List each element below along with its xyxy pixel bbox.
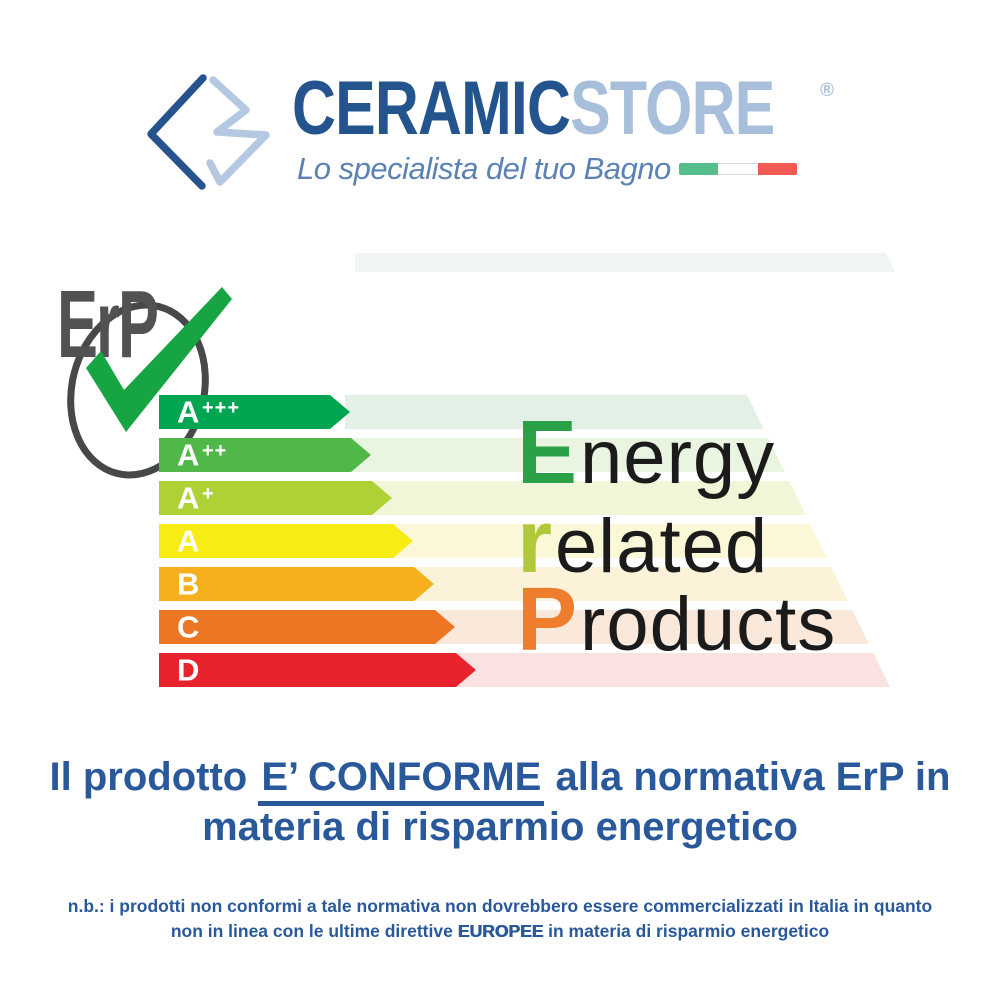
energy-title-line: Products: [517, 570, 836, 670]
rating-bar-label: A: [177, 438, 199, 473]
faded-band: [345, 567, 848, 601]
energy-title-initial: E: [517, 403, 577, 503]
rating-bar: [159, 610, 455, 644]
rating-bar-sup: +: [202, 483, 215, 505]
logo-s-icon: [206, 76, 270, 186]
rating-bar-sup: ++: [202, 440, 227, 462]
conformity-heading: Il prodotto E’ CONFORME alla normativa E…: [0, 752, 1000, 852]
rating-bar: [159, 395, 350, 429]
rating-bar-label: A: [177, 524, 199, 559]
faded-band: [345, 524, 827, 558]
heading-line-1: Il prodotto E’ CONFORME alla normativa E…: [0, 752, 1000, 806]
flag-white-stripe: [718, 163, 758, 175]
energy-title-initial: P: [517, 570, 577, 670]
footnote-line-2: non in linea con le ultime direttive EUR…: [0, 919, 1000, 944]
rating-bar-sup: +++: [202, 397, 240, 419]
heading-emphasis-underlined: E’ CONFORME: [258, 755, 545, 806]
rating-bar-label: A: [177, 481, 199, 516]
brand-secondary: STORE: [570, 66, 775, 151]
faded-band: [345, 610, 869, 644]
brand-wordmark: CERAMICSTORE: [292, 71, 775, 147]
rating-bar: [159, 567, 434, 601]
logo-chevron-icon: [147, 74, 207, 190]
footnote-line2-suffix: in materia di risparmio energetico: [543, 921, 830, 941]
erp-badge-label: ErP: [57, 271, 157, 378]
rating-bar-label: C: [177, 610, 199, 645]
cs-monogram-icon: [147, 74, 270, 190]
rating-bar: [159, 481, 392, 515]
heading-prefix: Il prodotto: [49, 755, 259, 799]
faded-band: [345, 395, 764, 429]
faded-band: [345, 481, 806, 515]
heading-suffix: alla normativa ErP in: [544, 755, 951, 799]
faded-band: [345, 653, 891, 687]
heading-line-2: materia di risparmio energetico: [202, 805, 798, 849]
faded-top-band: [355, 253, 895, 272]
footnote: n.b.: i prodotti non conformi a tale nor…: [0, 894, 1000, 944]
italian-flag-icon: [679, 163, 797, 175]
registered-mark: ®: [820, 80, 834, 101]
brand-primary: CERAMIC: [292, 66, 571, 151]
footnote-line-1: n.b.: i prodotti non conformi a tale nor…: [67, 896, 933, 916]
rating-bar-label: A: [177, 395, 199, 430]
footnote-europee-bold: EUROPEE: [457, 921, 544, 941]
rating-bar-label: B: [177, 567, 199, 602]
check-icon: [86, 287, 232, 432]
energy-title-initial: r: [517, 492, 552, 592]
energy-title-line: Energy: [517, 403, 775, 503]
rating-bar: [159, 524, 413, 558]
footnote-line2-prefix: non in linea con le ultime direttive: [170, 921, 458, 941]
energy-title-rest: elated: [555, 504, 768, 589]
faded-band: [345, 438, 785, 472]
brand-tagline: Lo specialista del tuo Bagno: [297, 151, 671, 186]
rating-bar: [159, 653, 476, 687]
rating-bar-label: D: [177, 653, 199, 688]
flag-green-stripe: [679, 163, 719, 175]
rating-bar: [159, 438, 371, 472]
energy-title-rest: nergy: [580, 415, 775, 500]
flag-red-stripe: [757, 163, 797, 175]
energy-title-rest: roducts: [580, 582, 836, 667]
faded-band-group: [345, 395, 891, 687]
energy-title-line: related: [517, 492, 768, 592]
